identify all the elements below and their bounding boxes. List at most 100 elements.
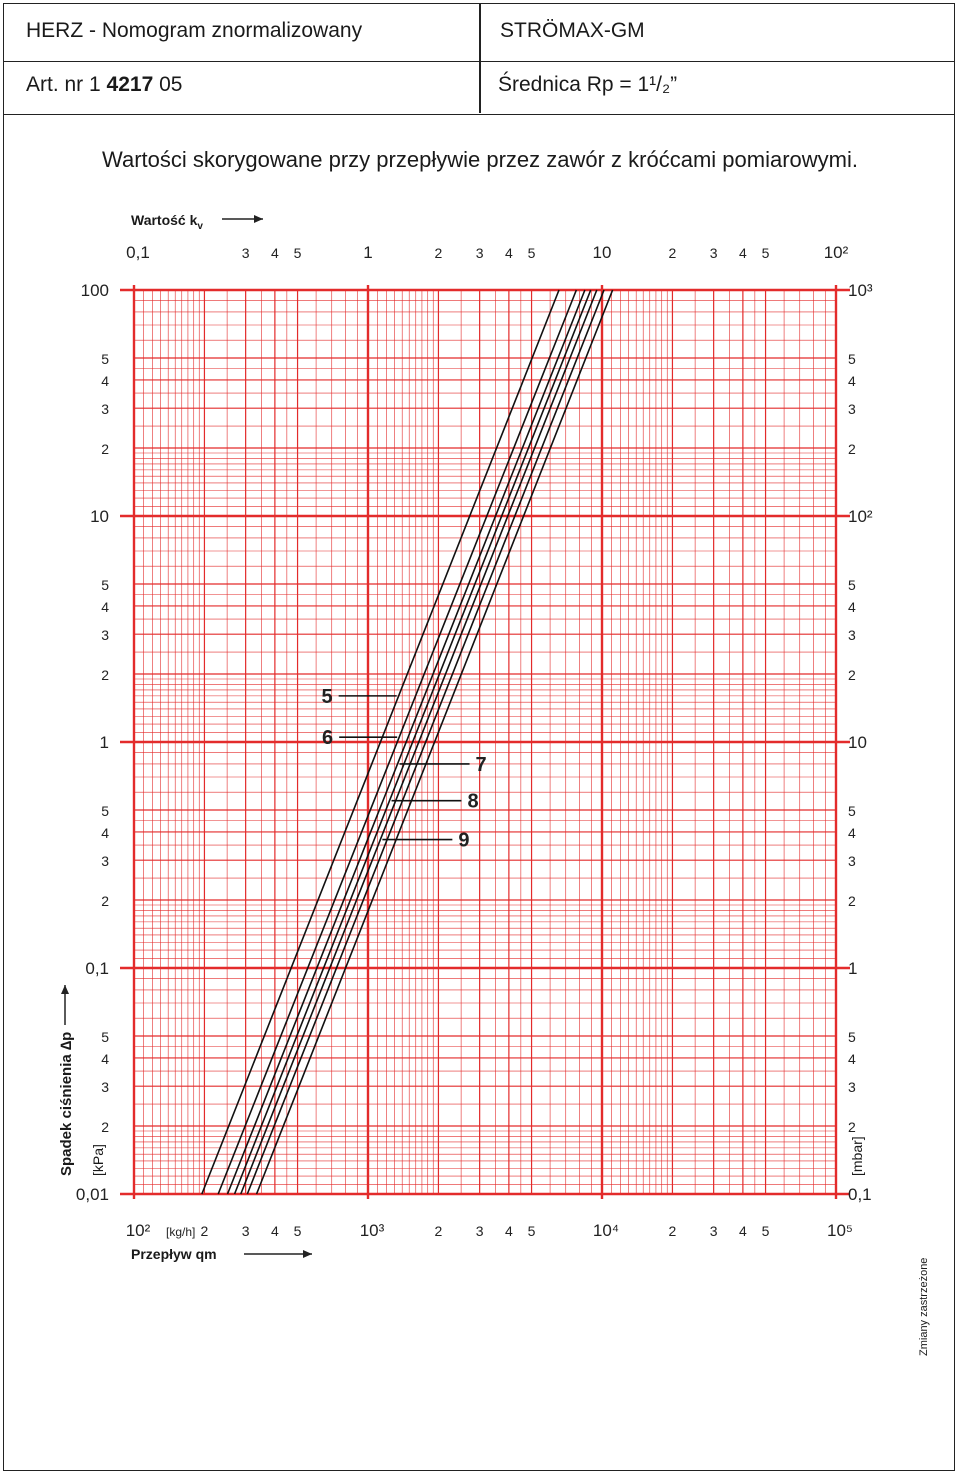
x2-tick-label: 10² [824,243,849,262]
x-tick-label: 2 [435,1223,443,1239]
article-suffix: 05 [159,73,183,96]
y-tick-label: 5 [101,577,109,593]
y-axis-arrow-head [61,985,69,994]
diameter-label: Średnica Rp = 1¹/₂” [498,73,678,96]
header-title-left: HERZ - Nomogram znormalizowany [26,19,363,42]
series-label: 7 [476,754,487,776]
x2-tick-label: 4 [271,245,279,261]
y2-tick-label: 10³ [848,281,873,300]
y2-tick-label: 3 [848,853,856,869]
series-label: 8 [468,791,479,813]
x2-tick-label: 2 [669,245,677,261]
y2-tick-label: 5 [848,803,856,819]
series-line [233,289,592,1195]
y2-tick-label: 5 [848,1029,856,1045]
x2-tick-label: 3 [710,245,718,261]
y-tick-label: 3 [101,627,109,643]
x-tick-label: 3 [710,1223,718,1239]
y-tick-label: 5 [101,803,109,819]
y-tick-label: 5 [101,1029,109,1045]
x-tick-label: 5 [762,1223,770,1239]
x2-tick-label: 3 [242,245,250,261]
header-title-right: STRÖMAX-GM [500,19,645,42]
qm-axis-arrow-head [303,1250,312,1258]
x-tick-label: 2 [201,1223,209,1239]
y2-tick-label: 2 [848,893,856,909]
x-tick-label: 10² [126,1221,151,1240]
series-line [246,289,605,1195]
y2-tick-label: 2 [848,1119,856,1135]
series-line [255,289,614,1195]
x2-tick-label: 4 [505,245,513,261]
header-divider-horizontal [3,61,955,62]
series-line [240,289,598,1195]
y2-tick-label: 4 [848,599,856,615]
y-tick-label: 2 [101,667,109,683]
y-tick-label: 4 [101,825,109,841]
y2-tick-label: 3 [848,401,856,417]
series-label: 6 [322,727,333,749]
mbar-unit-label: [mbar] [849,1136,865,1176]
x2-tick-label: 5 [294,245,302,261]
y2-tick-label: 3 [848,627,856,643]
kpa-unit-label: [kPa] [90,1144,106,1176]
x-tick-label: 3 [242,1223,250,1239]
series-line [226,289,586,1195]
series-label: 9 [458,830,469,852]
kv-axis-label: Wartość kv [131,212,203,232]
y-tick-label: 2 [101,1119,109,1135]
y-tick-label: 0,1 [85,959,109,978]
x2-tick-label: 10 [593,243,612,262]
kv-axis-text: Wartość k [131,212,198,228]
kv-axis-arrow-head [254,215,263,223]
y-tick-label: 3 [101,853,109,869]
y2-tick-label: 2 [848,441,856,457]
y2-tick-label: 2 [848,667,856,683]
y-axis-label: Spadek ciśnienia ∆p [58,1031,75,1176]
qm-axis-label: Przepływ qm [131,1246,217,1262]
header-divider-vertical [479,3,481,113]
reserved-notice: Zmiany zastrzeżone [918,1257,930,1356]
y2-tick-label: 4 [848,1051,856,1067]
article-bold: 4217 [106,73,154,96]
x-tick-label: 5 [294,1223,302,1239]
y2-tick-label: 10² [848,507,873,526]
x-tick-label: 4 [505,1223,513,1239]
x2-tick-label: 3 [476,245,484,261]
y-tick-label: 100 [81,281,109,300]
series-line [217,289,578,1195]
x2-tick-label: 1 [363,243,372,262]
x2-tick-label: 5 [528,245,536,261]
kv-axis-sub: v [197,220,203,232]
y2-tick-label: 4 [848,825,856,841]
x-tick-label: 5 [528,1223,536,1239]
chart-subtitle: Wartości skorygowane przy przepływie prz… [102,147,858,172]
y2-tick-label: 4 [848,373,856,389]
qm-unit-label: [kg/h] [166,1225,195,1239]
article-prefix: Art. nr 1 [26,73,101,96]
y2-tick-label: 5 [848,577,856,593]
y-tick-label: 2 [101,893,109,909]
article-number: Art. nr 1 4217 05 [26,73,182,97]
series-label: 5 [322,686,333,708]
x-tick-label: 10³ [360,1221,385,1240]
x-tick-label: 10⁵ [827,1221,853,1240]
y2-tick-label: 10 [848,733,867,752]
y-tick-label: 4 [101,599,109,615]
y-tick-label: 0,01 [76,1185,109,1204]
x2-tick-label: 4 [739,245,747,261]
y-tick-label: 3 [101,1079,109,1095]
x-tick-label: 4 [739,1223,747,1239]
y2-tick-label: 3 [848,1079,856,1095]
y2-tick-label: 0,1 [848,1185,872,1204]
x-tick-label: 2 [669,1223,677,1239]
header [3,3,955,115]
y-tick-label: 3 [101,401,109,417]
y-tick-label: 1 [100,733,109,752]
x-tick-label: 4 [271,1223,279,1239]
y-tick-label: 2 [101,441,109,457]
y-tick-label: 4 [101,1051,109,1067]
x2-tick-label: 5 [762,245,770,261]
x-tick-label: 3 [476,1223,484,1239]
